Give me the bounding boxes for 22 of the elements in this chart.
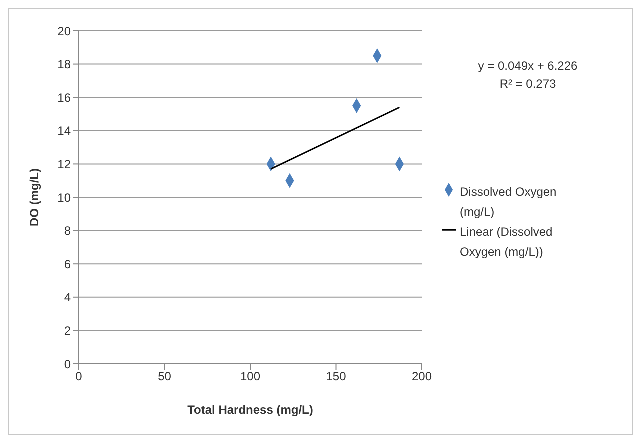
y-tick-label: 2 bbox=[64, 324, 72, 338]
y-tick-label: 4 bbox=[64, 290, 72, 305]
y-tick-label: 20 bbox=[58, 24, 72, 38]
y-tick-label: 18 bbox=[58, 58, 72, 72]
y-tick-label: 14 bbox=[58, 124, 72, 138]
legend-label: Dissolved Oxygen (mg/L) bbox=[460, 184, 558, 220]
x-tick-label: 0 bbox=[76, 370, 83, 384]
y-tick-label: 8 bbox=[64, 224, 72, 238]
text: y = 0.049x + 6.226 bbox=[477, 58, 579, 75]
y-tick-label: 0 bbox=[64, 357, 72, 372]
y-tick-label: 16 bbox=[58, 90, 72, 105]
text: R² = 0.273 bbox=[498, 76, 558, 93]
x-tick-label: 200 bbox=[412, 370, 432, 384]
legend-label: Linear (Dissolved Oxygen (mg/L)) bbox=[460, 224, 554, 260]
x-axis-title: Total Hardness (mg/L) bbox=[188, 403, 314, 417]
y-axis-title: DO (mg/L) bbox=[27, 168, 42, 226]
x-tick-label: 100 bbox=[240, 370, 261, 384]
x-tick-label: 50 bbox=[158, 370, 172, 384]
y-tick-label: 10 bbox=[58, 190, 72, 205]
y-tick-label: 12 bbox=[58, 157, 72, 172]
x-tick-label: 150 bbox=[326, 370, 347, 384]
y-tick-label: 6 bbox=[64, 257, 72, 272]
